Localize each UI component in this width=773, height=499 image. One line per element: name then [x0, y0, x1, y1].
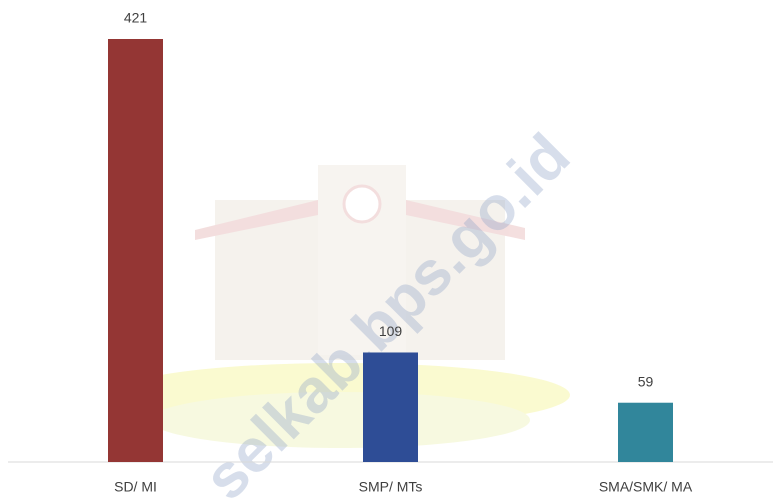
- bar: [618, 402, 673, 462]
- x-tick-label: SMP/ MTs: [359, 479, 423, 495]
- background-illustration: [110, 165, 570, 448]
- bar: [108, 39, 163, 462]
- value-label: 109: [379, 323, 403, 339]
- bar: [363, 352, 418, 462]
- x-tick-label: SD/ MI: [114, 479, 157, 495]
- value-label: 421: [124, 10, 148, 26]
- x-tick-label: SMA/SMK/ MA: [599, 479, 693, 495]
- value-label: 59: [638, 373, 654, 389]
